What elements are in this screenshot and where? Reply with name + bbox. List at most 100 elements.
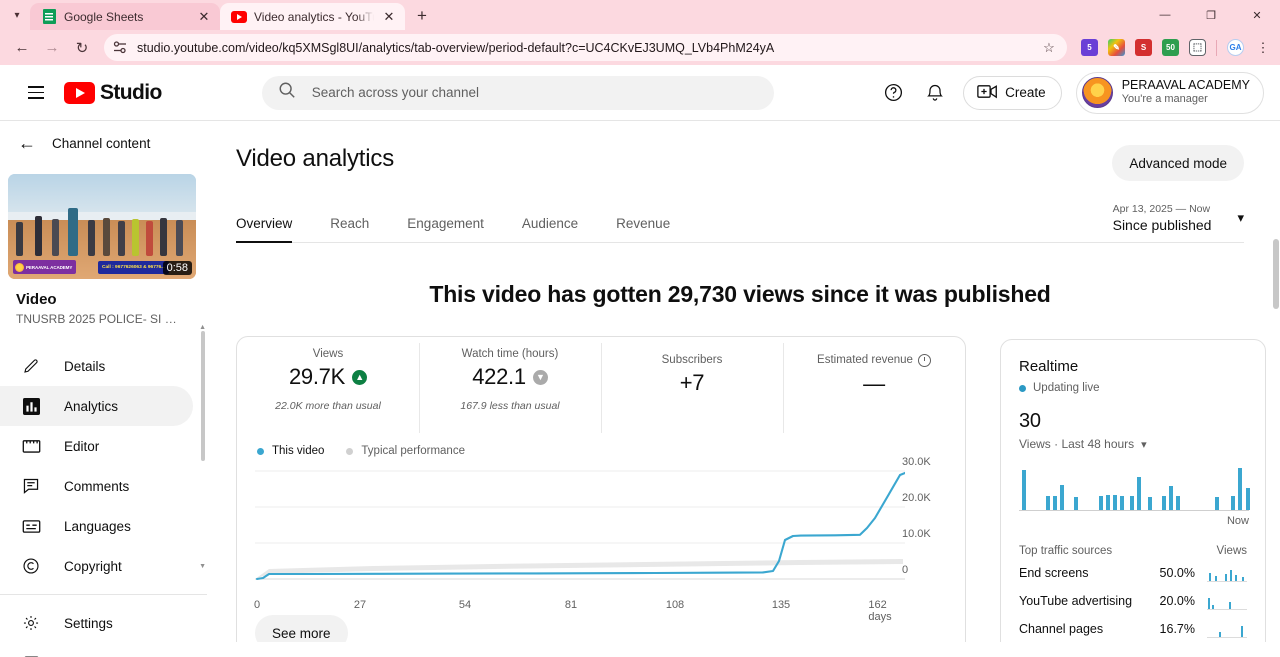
video-thumbnail[interactable]: PERAAVAL ACADEMY Call : 9677626063 & 967… <box>8 174 196 279</box>
legend-this-video[interactable]: This video <box>257 445 324 457</box>
keywords-extension-icon[interactable]: 50 <box>1162 39 1179 56</box>
trend-down-icon: ▼ <box>532 369 548 385</box>
page-scrollbar[interactable] <box>1273 239 1279 309</box>
sidebar-item-details[interactable]: Details <box>0 346 193 386</box>
avatar <box>1081 77 1113 108</box>
seo-extension-icon[interactable]: S <box>1135 39 1152 56</box>
window-controls: — ❐ ✕ <box>1142 0 1280 30</box>
create-button[interactable]: Create <box>963 75 1062 110</box>
date-range-selector[interactable]: Apr 13, 2025 — Now Since published ▾ <box>1113 203 1244 242</box>
sidebar-item-languages[interactable]: Languages <box>0 506 193 546</box>
traffic-views-col-label: Views <box>1216 545 1247 557</box>
sidebar-item-settings[interactable]: Settings <box>0 603 193 643</box>
sidebar-item-editor[interactable]: Editor <box>0 426 193 466</box>
metric-watch-time[interactable]: Watch time (hours) 422.1 ▼ 167.9 less th… <box>419 337 601 433</box>
url-text: studio.youtube.com/video/kq5XMSgl8UI/ana… <box>137 40 775 55</box>
metric-value: 29.7K <box>289 364 345 389</box>
chart-svg <box>255 470 905 581</box>
sidebar-item-label: Send feedback <box>64 656 154 657</box>
create-video-icon <box>977 84 998 102</box>
sidebar-item-comments[interactable]: Comments <box>0 466 193 506</box>
puzzle-extension-icon[interactable]: ⬚ <box>1189 39 1206 56</box>
overview-card: Views 29.7K ▲ 22.0K more than usual Watc… <box>236 336 966 642</box>
table-row[interactable]: End screens 50.0% <box>1019 561 1247 585</box>
video-duration-badge: 0:58 <box>162 261 192 275</box>
realtime-views-count: 30 <box>1019 410 1041 432</box>
metric-views[interactable]: Views 29.7K ▲ 22.0K more than usual <box>237 337 419 419</box>
sidebar-item-copyright[interactable]: Copyright <box>0 546 193 586</box>
account-button[interactable]: PERAAVAL ACADEMY You're a manager <box>1075 71 1264 114</box>
table-row[interactable]: Channel pages 16.7% <box>1019 617 1247 641</box>
metric-estimated-revenue[interactable]: Estimated revenue — <box>783 337 965 433</box>
sidebar-item-label: Analytics <box>64 398 119 414</box>
traffic-source-pct: 20.0% <box>1159 594 1195 608</box>
thumbnail-wall <box>8 211 196 222</box>
bookmark-star-icon[interactable]: ☆ <box>1043 39 1055 55</box>
y-tick-0: 0 <box>902 564 909 576</box>
tab-overview[interactable]: Overview <box>236 216 293 243</box>
tab-reach[interactable]: Reach <box>330 216 370 231</box>
legend-typical-performance[interactable]: Typical performance <box>346 445 465 457</box>
clapper-icon <box>20 435 42 457</box>
tab-audience[interactable]: Audience <box>521 216 579 231</box>
extension-icons: 5 ✎ S 50 ⬚ GA ⋮ <box>1075 39 1272 56</box>
legend-label: This video <box>272 445 325 457</box>
bitwarden-extension-icon[interactable]: 5 <box>1081 39 1098 56</box>
metric-subscribers[interactable]: Subscribers +7 <box>601 337 783 433</box>
sparkline-bar <box>1215 497 1219 510</box>
sparkline-bar <box>1113 495 1117 510</box>
sidebar-item-label: Languages <box>64 518 131 534</box>
metric-value-row: +7 <box>680 370 705 396</box>
scroll-up-arrow-icon[interactable]: ▲ <box>199 324 206 331</box>
chevron-down-icon[interactable]: ▾ <box>1237 210 1244 225</box>
chevron-down-icon[interactable]: ▾ <box>1141 438 1147 451</box>
live-dot-icon <box>1019 384 1026 392</box>
browser-tab-google-sheets[interactable]: Google Sheets ✕ <box>30 3 220 30</box>
back-to-channel-content[interactable]: ← Channel content <box>0 121 207 166</box>
chart-legend: This video Typical performance <box>237 419 965 457</box>
hamburger-icon[interactable] <box>16 73 56 113</box>
forward-icon[interactable]: → <box>44 39 60 56</box>
site-settings-icon[interactable] <box>112 40 129 55</box>
table-row[interactable]: YouTube advertising 20.0% <box>1019 589 1247 613</box>
studio-header: Studio Search across your channel <box>0 65 1280 121</box>
sparkline-bar <box>1106 495 1110 510</box>
new-tab-button[interactable]: + <box>417 6 427 25</box>
close-icon[interactable]: ✕ <box>383 8 395 24</box>
bell-icon[interactable] <box>921 79 949 107</box>
maximize-icon[interactable]: ❐ <box>1206 9 1216 22</box>
browser-tab-youtube-studio[interactable]: Video analytics - YouTube Studi ✕ <box>220 3 405 30</box>
traffic-sources-header: Top traffic sources Views <box>1019 545 1247 557</box>
tab-revenue[interactable]: Revenue <box>616 216 671 231</box>
sidebar-scrollbar[interactable] <box>200 331 205 461</box>
kebab-menu-icon[interactable]: ⋮ <box>1256 39 1270 55</box>
back-icon[interactable]: ← <box>14 39 30 56</box>
sparkline-bar <box>1120 496 1124 510</box>
advanced-mode-button[interactable]: Advanced mode <box>1112 145 1244 181</box>
address-bar[interactable]: studio.youtube.com/video/kq5XMSgl8UI/ana… <box>104 34 1067 61</box>
tab-search-chevron-down-icon[interactable]: ▾ <box>14 9 20 21</box>
search-input[interactable]: Search across your channel <box>261 75 774 110</box>
sparkline-bar <box>1148 497 1152 510</box>
colorpicker-extension-icon[interactable]: ✎ <box>1108 39 1125 56</box>
metrics-row: Views 29.7K ▲ 22.0K more than usual Watc… <box>237 337 965 433</box>
sidebar-item-send-feedback[interactable]: Send feedback <box>0 643 193 657</box>
reload-icon[interactable]: ↻ <box>75 39 89 57</box>
close-icon[interactable]: ✕ <box>198 8 210 24</box>
sparkline-bar <box>1099 496 1103 510</box>
realtime-views-selector[interactable]: Views · Last 48 hours ▾ <box>1019 437 1247 451</box>
help-icon[interactable] <box>879 79 907 107</box>
profile-avatar[interactable]: GA <box>1227 39 1244 56</box>
tab-engagement[interactable]: Engagement <box>407 216 484 231</box>
views-line-chart[interactable]: 30.0K 20.0K 10.0K 0 0 27 54 81 108 135 1… <box>254 456 945 623</box>
studio-logo[interactable]: Studio <box>64 81 162 105</box>
realtime-sparkline-chart[interactable] <box>1019 465 1250 511</box>
minimize-icon[interactable]: — <box>1159 9 1171 21</box>
comment-icon <box>20 475 42 497</box>
sidebar-item-analytics[interactable]: Analytics <box>0 386 193 426</box>
see-more-button[interactable]: See more <box>255 615 348 642</box>
scroll-down-arrow-icon[interactable]: ▼ <box>199 563 206 570</box>
sparkline-bar <box>1053 496 1057 510</box>
search-placeholder: Search across your channel <box>311 85 480 100</box>
window-close-icon[interactable]: ✕ <box>1252 9 1262 22</box>
